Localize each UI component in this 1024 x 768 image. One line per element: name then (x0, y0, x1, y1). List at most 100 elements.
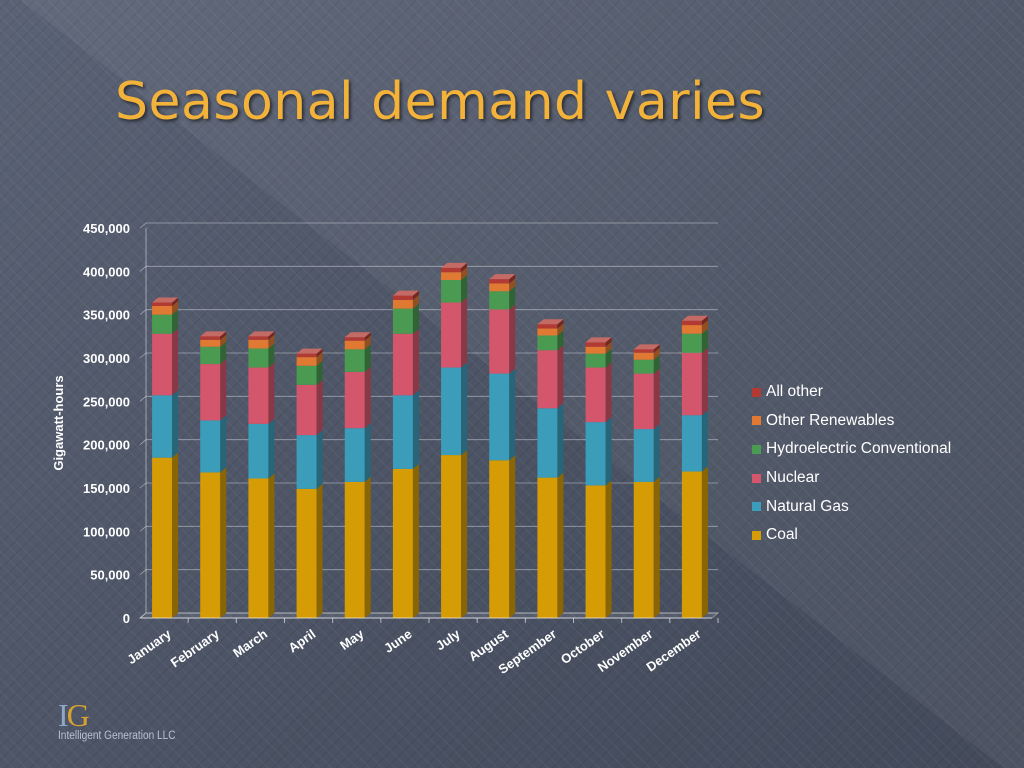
bar-segment (633, 359, 654, 374)
bar-segment (344, 371, 365, 429)
y-tick-label: 400,000 (83, 264, 130, 279)
y-tick-label: 350,000 (83, 308, 130, 323)
bar-segment (489, 279, 510, 284)
y-tick-label: 250,000 (83, 394, 130, 409)
bar-segment (392, 295, 413, 300)
bar-segment (585, 422, 606, 486)
bar-stack (489, 274, 516, 618)
bar-segment-side (364, 332, 371, 341)
bar-stack (681, 315, 708, 618)
bar-top (489, 274, 516, 280)
logo-mark-i: I (58, 697, 69, 733)
bar-segment (296, 384, 317, 436)
y-gridline-depth (139, 396, 147, 402)
bar-top (200, 331, 227, 337)
bar-segment (200, 336, 221, 340)
bar-segment (296, 435, 317, 489)
bar-segment (633, 349, 654, 353)
bar-segment (489, 283, 510, 292)
slide-title: Seasonal demand varies (115, 72, 766, 132)
bar-segment (633, 373, 654, 430)
y-tick-label: 300,000 (83, 351, 130, 366)
legend-swatch (752, 387, 761, 397)
legend-swatch (752, 530, 761, 540)
y-gridline-depth (139, 309, 147, 315)
bar-segment-side (461, 267, 468, 280)
bar-segment-side (557, 323, 564, 336)
y-axis-title: Gigawatt-hours (51, 375, 66, 470)
bar-top (681, 315, 708, 321)
bar-segment-side (364, 335, 371, 350)
bar-stack (296, 348, 323, 618)
bar-segment (681, 333, 702, 353)
bar-top (248, 331, 275, 337)
legend-swatch (752, 473, 761, 483)
legend-swatch (752, 416, 761, 426)
y-gridline-depth (139, 266, 147, 272)
bar-segment (200, 364, 221, 421)
bar-segment (441, 455, 462, 618)
bar-segment-side (509, 368, 516, 461)
bar-segment (585, 346, 606, 354)
legend-swatch (752, 502, 761, 512)
y-tick-label: 450,000 (83, 221, 130, 236)
bar-segment (681, 471, 702, 618)
bar-segment-side (412, 290, 419, 300)
bar-segment-side (220, 467, 227, 618)
bar-segment (537, 324, 558, 329)
bar-segment (585, 353, 606, 368)
bar-segment (152, 306, 173, 315)
bar-segment (344, 481, 365, 618)
bar-stack (152, 297, 179, 618)
bar-top (585, 337, 612, 343)
bar-segment-side (605, 341, 612, 354)
x-tick-label: April (285, 626, 318, 655)
bar-segment (585, 367, 606, 423)
bar-stack (248, 331, 275, 618)
bar-segment-side (701, 320, 708, 334)
bar-top (537, 319, 564, 325)
bar-segment-side (509, 455, 516, 618)
bar-segment-side (316, 379, 323, 436)
bar-segment-side (172, 328, 179, 396)
bar-segment (344, 428, 365, 482)
bar-segment (200, 346, 221, 365)
bar-segment-side (268, 331, 275, 340)
bar-top (344, 332, 371, 338)
bar-segment-side (316, 483, 323, 618)
bar-segment-side (220, 415, 227, 473)
bar-segment-side (364, 476, 371, 618)
bar-segment-side (701, 347, 708, 416)
legend-label: All other (766, 383, 823, 401)
bar-top (296, 348, 323, 354)
bar-segment (392, 468, 413, 618)
bar-segment (681, 325, 702, 334)
bar-segment-side (701, 410, 708, 472)
bar-segment-side (172, 390, 179, 458)
bar-segment-side (557, 403, 564, 478)
bar-segment-side (412, 463, 419, 618)
bar-segment-side (268, 362, 275, 424)
plot-floor (138, 612, 720, 619)
legend-label: Nuclear (766, 469, 820, 487)
x-tick-label: March (230, 626, 270, 660)
bar-segment-side (701, 328, 708, 353)
legend-label: Natural Gas (766, 497, 849, 515)
bar-segment-side (316, 360, 323, 385)
y-tick-label: 0 (123, 611, 130, 626)
bar-segment-side (605, 480, 612, 618)
bar-segment-side (412, 294, 419, 309)
bar-segment (344, 337, 365, 341)
bar-segment (489, 460, 510, 618)
bar-segment-side (412, 303, 419, 334)
bar-segment (489, 309, 510, 374)
bar-segment-side (412, 390, 419, 469)
bar-segment-side (653, 424, 660, 482)
bar-segment (248, 336, 269, 340)
bar-segment (296, 357, 317, 366)
bar-segment (441, 272, 462, 280)
bar-segment-side (172, 297, 179, 306)
y-tick-label: 150,000 (83, 481, 130, 496)
bar-segment-side (268, 418, 275, 479)
